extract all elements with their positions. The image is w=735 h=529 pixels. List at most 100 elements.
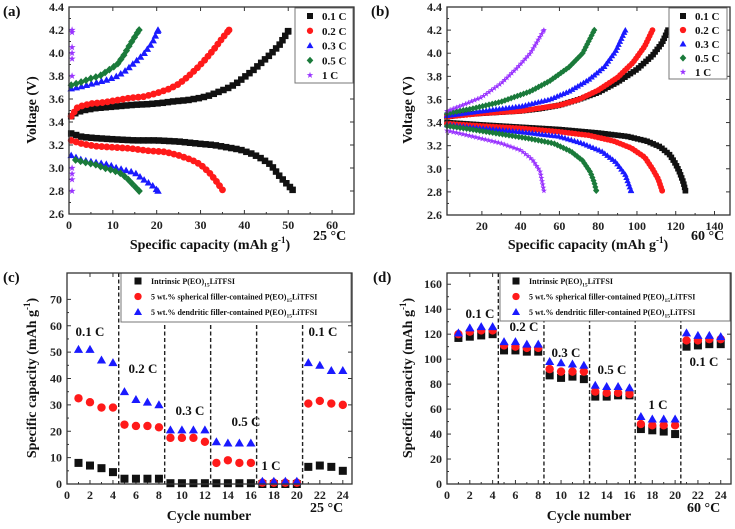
data-point-circle [568,367,577,376]
data-point-square [238,76,245,83]
x-tick-label: 8 [535,488,541,502]
data-point-circle [602,388,611,398]
legend-label-sub: 15 [204,283,210,289]
data-point-circle [150,147,157,155]
data-point-square [134,137,142,144]
data-point-square [644,138,650,145]
x-tick-label: 4 [110,488,116,502]
legend-marker-star [679,68,687,75]
data-point-triangle [246,438,256,447]
data-point-star [463,131,470,138]
data-point-square [595,130,602,136]
x-tick-label: 20 [476,219,488,233]
data-point-triangle [636,411,646,420]
data-point-triangle [108,358,118,367]
data-point-triangle [132,56,141,64]
data-point-square [169,98,177,105]
legend-marker-circle [512,292,520,301]
legend-label-main: 5 wt.% spherical filler-contained P(EO) [151,293,287,302]
y-tick-label: 10 [50,451,62,465]
panel-label: (a) [3,4,21,20]
data-point-star [485,88,492,95]
data-point-triangle [151,32,160,39]
y-tick-label: 3.0 [427,162,442,176]
data-point-diamond [453,124,460,131]
data-point-star [498,140,505,147]
data-point-square [97,104,104,111]
data-point-diamond [110,62,118,71]
legend-label: 0.3 C [322,41,347,53]
plot-frame [68,6,355,215]
data-point-square [154,474,163,483]
data-point-circle [87,142,95,149]
data-point-square [668,154,675,161]
x-tick-label: 0 [64,488,70,502]
data-point-star [68,72,76,80]
data-point-star [456,103,463,109]
data-point-triangle [615,41,622,47]
data-point-square [72,131,80,139]
data-point-square [284,27,292,35]
data-point-triangle [614,44,621,50]
data-point-circle [124,144,132,152]
legend-label-sub: 15 [664,298,670,304]
data-point-square [166,479,175,488]
legend-marker-square [134,277,142,285]
data-point-square [86,105,94,113]
data-point-star [477,94,484,101]
data-point-star [507,143,514,150]
legend-marker-square [307,13,313,19]
data-marks [67,26,296,195]
data-point-square [202,141,209,148]
data-point-star [491,85,498,91]
data-point-square [143,474,152,483]
data-point-triangle [177,425,187,434]
data-point-square [118,102,125,110]
data-point-star [503,74,510,81]
data-point-square [681,184,688,191]
data-point-star [68,170,76,177]
data-point-triangle [693,330,703,339]
data-point-diamond [117,55,125,64]
data-point-star [508,70,515,76]
data-point-triangle [574,82,582,89]
legend-label: 0.2 C [322,26,347,38]
data-point-triangle [129,60,137,67]
x-tick-label: 8 [156,488,162,502]
data-point-triangle [146,41,155,48]
temperature-label: 25 °C [313,229,346,244]
data-point-square [605,84,611,91]
data-point-diamond [135,187,143,195]
data-point-star [528,48,535,54]
data-point-diamond [590,29,597,36]
data-point-square [191,140,199,147]
data-point-star [68,187,76,195]
data-point-star [492,138,499,145]
y-tick-label: 3.0 [49,161,64,175]
data-point-triangle [303,358,313,367]
data-point-diamond [87,159,95,168]
data-point-square [81,106,89,114]
data-point-square [108,468,117,477]
data-point-diamond [544,138,552,146]
data-point-circle [98,99,106,107]
data-point-star [468,98,475,104]
data-point-circle [579,367,589,376]
data-point-circle [129,145,137,153]
data-point-diamond [450,108,457,116]
data-point-square [257,59,265,67]
data-point-square [579,375,588,384]
data-point-triangle [148,181,157,189]
data-point-triangle [112,163,120,171]
data-point-diamond [77,157,85,166]
data-point-square [272,168,280,175]
data-point-square [677,172,684,178]
legend-box [668,7,728,80]
data-point-diamond [97,162,105,171]
data-point-circle [219,186,226,194]
data-point-square [177,479,186,488]
data-point-circle [103,143,111,151]
data-point-star [511,67,518,74]
